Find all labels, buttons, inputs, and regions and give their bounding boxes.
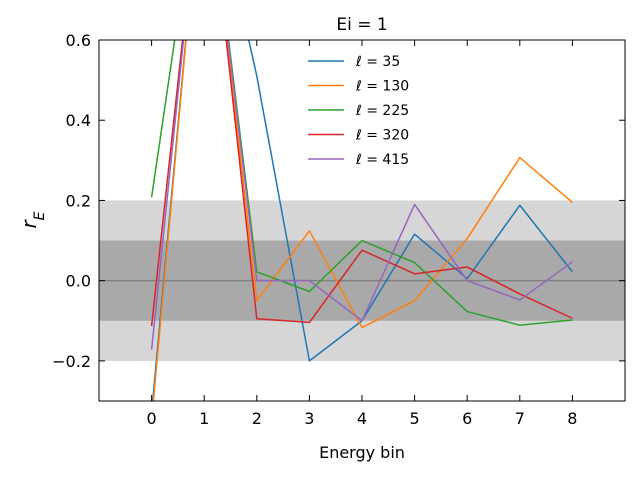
y-tick-label: −0.2	[52, 352, 91, 371]
y-axis-ticks: −0.2 0.0 0.2 0.4 0.6	[52, 31, 625, 371]
x-tick-label: 7	[515, 409, 525, 428]
x-tick-label: 0	[147, 409, 157, 428]
x-tick-label: 1	[199, 409, 209, 428]
legend-label-3: ℓ = 320	[355, 128, 409, 144]
legend: ℓ = 35 ℓ = 130 ℓ = 225 ℓ = 320 ℓ = 415	[308, 54, 409, 168]
series-layer	[150, 40, 573, 401]
x-tick-label: 6	[462, 409, 472, 428]
x-tick-label: 3	[304, 409, 314, 428]
y-tick-label: 0.0	[66, 272, 91, 291]
x-axis-ticks: 0 1 2 3 4 5 6 7 8	[147, 40, 577, 428]
legend-label-2: ℓ = 225	[355, 103, 409, 119]
chart-title: Ei = 1	[336, 15, 387, 35]
series-line-1	[152, 40, 573, 401]
series-line-4	[150, 40, 573, 350]
y-tick-label: 0.2	[66, 191, 91, 210]
x-tick-label: 5	[410, 409, 420, 428]
y-tick-label: 0.4	[66, 111, 91, 130]
y-tick-label: 0.6	[66, 31, 91, 50]
legend-label-0: ℓ = 35	[355, 54, 400, 70]
x-tick-label: 8	[567, 409, 577, 428]
series-line-2	[150, 40, 573, 326]
y-axis-label-subscript: E	[32, 211, 48, 220]
x-tick-label: 2	[252, 409, 262, 428]
legend-label-4: ℓ = 415	[355, 152, 409, 168]
series-line-3	[150, 40, 573, 327]
x-axis-label: Energy bin	[319, 443, 405, 462]
x-tick-label: 4	[357, 409, 367, 428]
legend-label-1: ℓ = 130	[355, 79, 409, 95]
